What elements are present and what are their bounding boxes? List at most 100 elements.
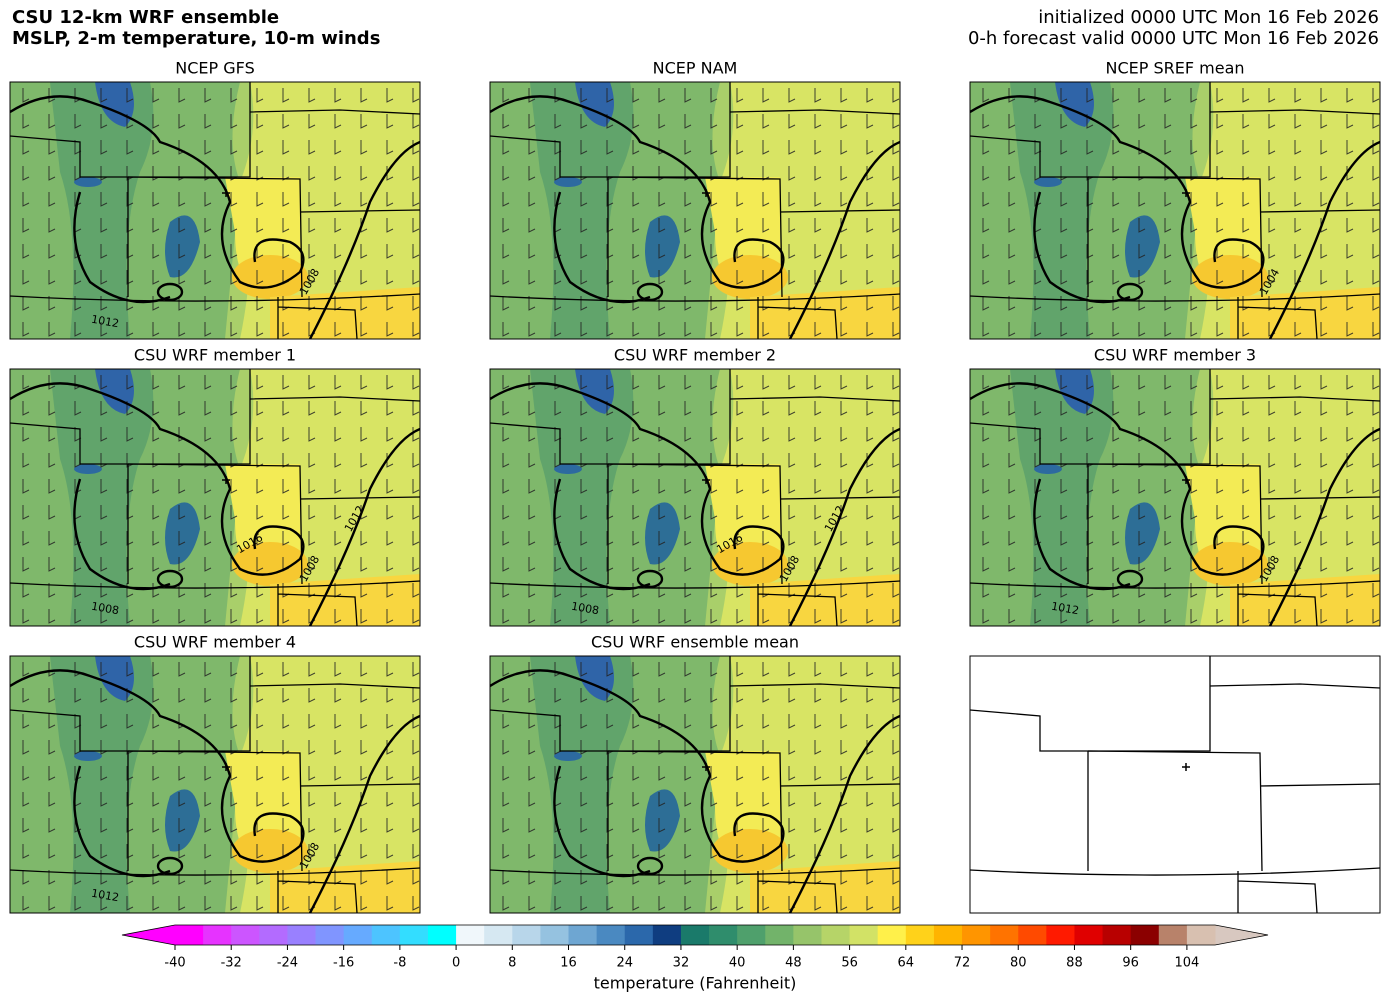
station-marker xyxy=(222,763,230,771)
colorbar-tick-label: -8 xyxy=(393,956,406,971)
colorbar-swatch xyxy=(1158,925,1188,945)
colorbar-tick-label: -40 xyxy=(164,956,185,971)
colorbar-swatch xyxy=(1018,925,1047,945)
colorbar-tick-label: 56 xyxy=(841,956,858,971)
colorbar-swatch xyxy=(259,925,288,945)
colorbar-tick-label: -24 xyxy=(277,956,298,971)
panel-frame xyxy=(9,81,421,340)
temperature-field xyxy=(970,82,1380,339)
contour-label: 1012 xyxy=(1050,600,1080,618)
colorbar-outline xyxy=(121,924,1269,946)
panel-title: CSU WRF ensemble mean xyxy=(591,633,799,652)
colorbar-swatch xyxy=(203,925,232,945)
colorbar-tick-label: 72 xyxy=(954,956,971,971)
colorbar-swatch xyxy=(765,925,794,945)
map-panel: NCEP NAM xyxy=(489,59,901,340)
station-marker xyxy=(1182,189,1190,197)
colorbar-extend xyxy=(122,925,175,945)
temperature-field xyxy=(10,369,420,626)
panel-title: CSU WRF member 1 xyxy=(134,346,296,365)
panel-frame xyxy=(969,368,1381,627)
station-marker xyxy=(1182,763,1190,771)
panel-title: CSU WRF member 4 xyxy=(134,633,296,652)
colorbar-extend xyxy=(1215,925,1268,945)
colorbar-swatch xyxy=(933,925,963,945)
panel-title: NCEP GFS xyxy=(175,59,254,78)
temperature-field xyxy=(490,656,900,913)
station-marker xyxy=(222,189,230,197)
station-marker xyxy=(1182,476,1190,484)
colorbar-tick-label: -32 xyxy=(221,956,242,971)
colorbar-tick-label: -16 xyxy=(333,956,354,971)
colorbar-tick-label: 8 xyxy=(508,956,516,971)
temperature-field xyxy=(970,369,1380,626)
colorbar-swatch xyxy=(231,925,260,945)
colorbar-swatch xyxy=(990,925,1019,945)
panel-title: NCEP SREF mean xyxy=(1105,59,1244,78)
panel-frame xyxy=(969,81,1381,340)
panel-title: NCEP NAM xyxy=(653,59,738,78)
colorbar-swatch xyxy=(877,925,907,945)
colorbar-swatch xyxy=(680,925,710,945)
colorbar-swatch xyxy=(709,925,738,945)
title: CSU 12-km WRF ensemble xyxy=(12,7,279,28)
valid-time: 0-h forecast valid 0000 UTC Mon 16 Feb 2… xyxy=(968,28,1379,49)
panel-frame xyxy=(9,655,421,914)
colorbar-swatch xyxy=(568,925,598,945)
station-marker xyxy=(702,763,710,771)
colorbar-swatch xyxy=(849,925,879,945)
colorbar-swatch xyxy=(343,925,373,945)
colorbar-swatch xyxy=(427,925,457,945)
colorbar-swatch xyxy=(1186,925,1216,945)
subtitle: MSLP, 2-m temperature, 10-m winds xyxy=(12,28,380,49)
colorbar-swatch xyxy=(540,925,570,945)
colorbar-swatch xyxy=(1074,925,1104,945)
colorbar-tick-label: 40 xyxy=(729,956,746,971)
colorbar-tick-label: 0 xyxy=(452,956,460,971)
temperature-field xyxy=(490,369,900,626)
colorbar-swatch xyxy=(287,925,317,945)
colorbar-label: temperature (Fahrenheit) xyxy=(594,974,797,993)
colorbar-swatch xyxy=(624,925,654,945)
contour-label: 1012 xyxy=(90,887,120,905)
panel-frame xyxy=(9,368,421,627)
locator-map xyxy=(969,655,1381,914)
colorbar-tick-label: 88 xyxy=(1066,956,1083,971)
station-marker xyxy=(702,476,710,484)
station-marker xyxy=(702,189,710,197)
colorbar-swatch xyxy=(737,925,766,945)
colorbar-swatch xyxy=(371,925,401,945)
colorbar-swatch xyxy=(399,925,429,945)
colorbar-swatch xyxy=(512,925,541,945)
init-time: initialized 0000 UTC Mon 16 Feb 2026 xyxy=(1038,7,1379,28)
colorbar-swatch xyxy=(1130,925,1160,945)
panel-frame xyxy=(489,81,901,340)
colorbar-tick-label: 48 xyxy=(785,956,802,971)
colorbar-swatch xyxy=(962,925,991,945)
colorbar-swatch xyxy=(1046,925,1075,945)
panel-frame xyxy=(489,655,901,914)
colorbar-swatch xyxy=(456,925,485,945)
colorbar-tick-label: 80 xyxy=(1010,956,1027,971)
panel-title: CSU WRF member 3 xyxy=(1094,346,1256,365)
contour-label: 1012 xyxy=(90,313,120,331)
colorbar-swatch xyxy=(652,925,682,945)
colorbar-tick-label: 96 xyxy=(1122,956,1139,971)
colorbar-swatch xyxy=(793,925,822,945)
colorbar-swatch xyxy=(484,925,513,945)
colorbar-swatch xyxy=(175,925,204,945)
map-panel: CSU WRF ensemble mean xyxy=(489,633,901,914)
contour-label: 1008 xyxy=(90,600,120,618)
colorbar-swatch xyxy=(315,925,345,945)
colorbar: -40 -32 -24 -16 -8 0 8 16 24 32 40 48 56 64 72 80 88 96 10… xyxy=(121,924,1269,971)
colorbar-swatch xyxy=(596,925,626,945)
panel-frame xyxy=(489,368,901,627)
